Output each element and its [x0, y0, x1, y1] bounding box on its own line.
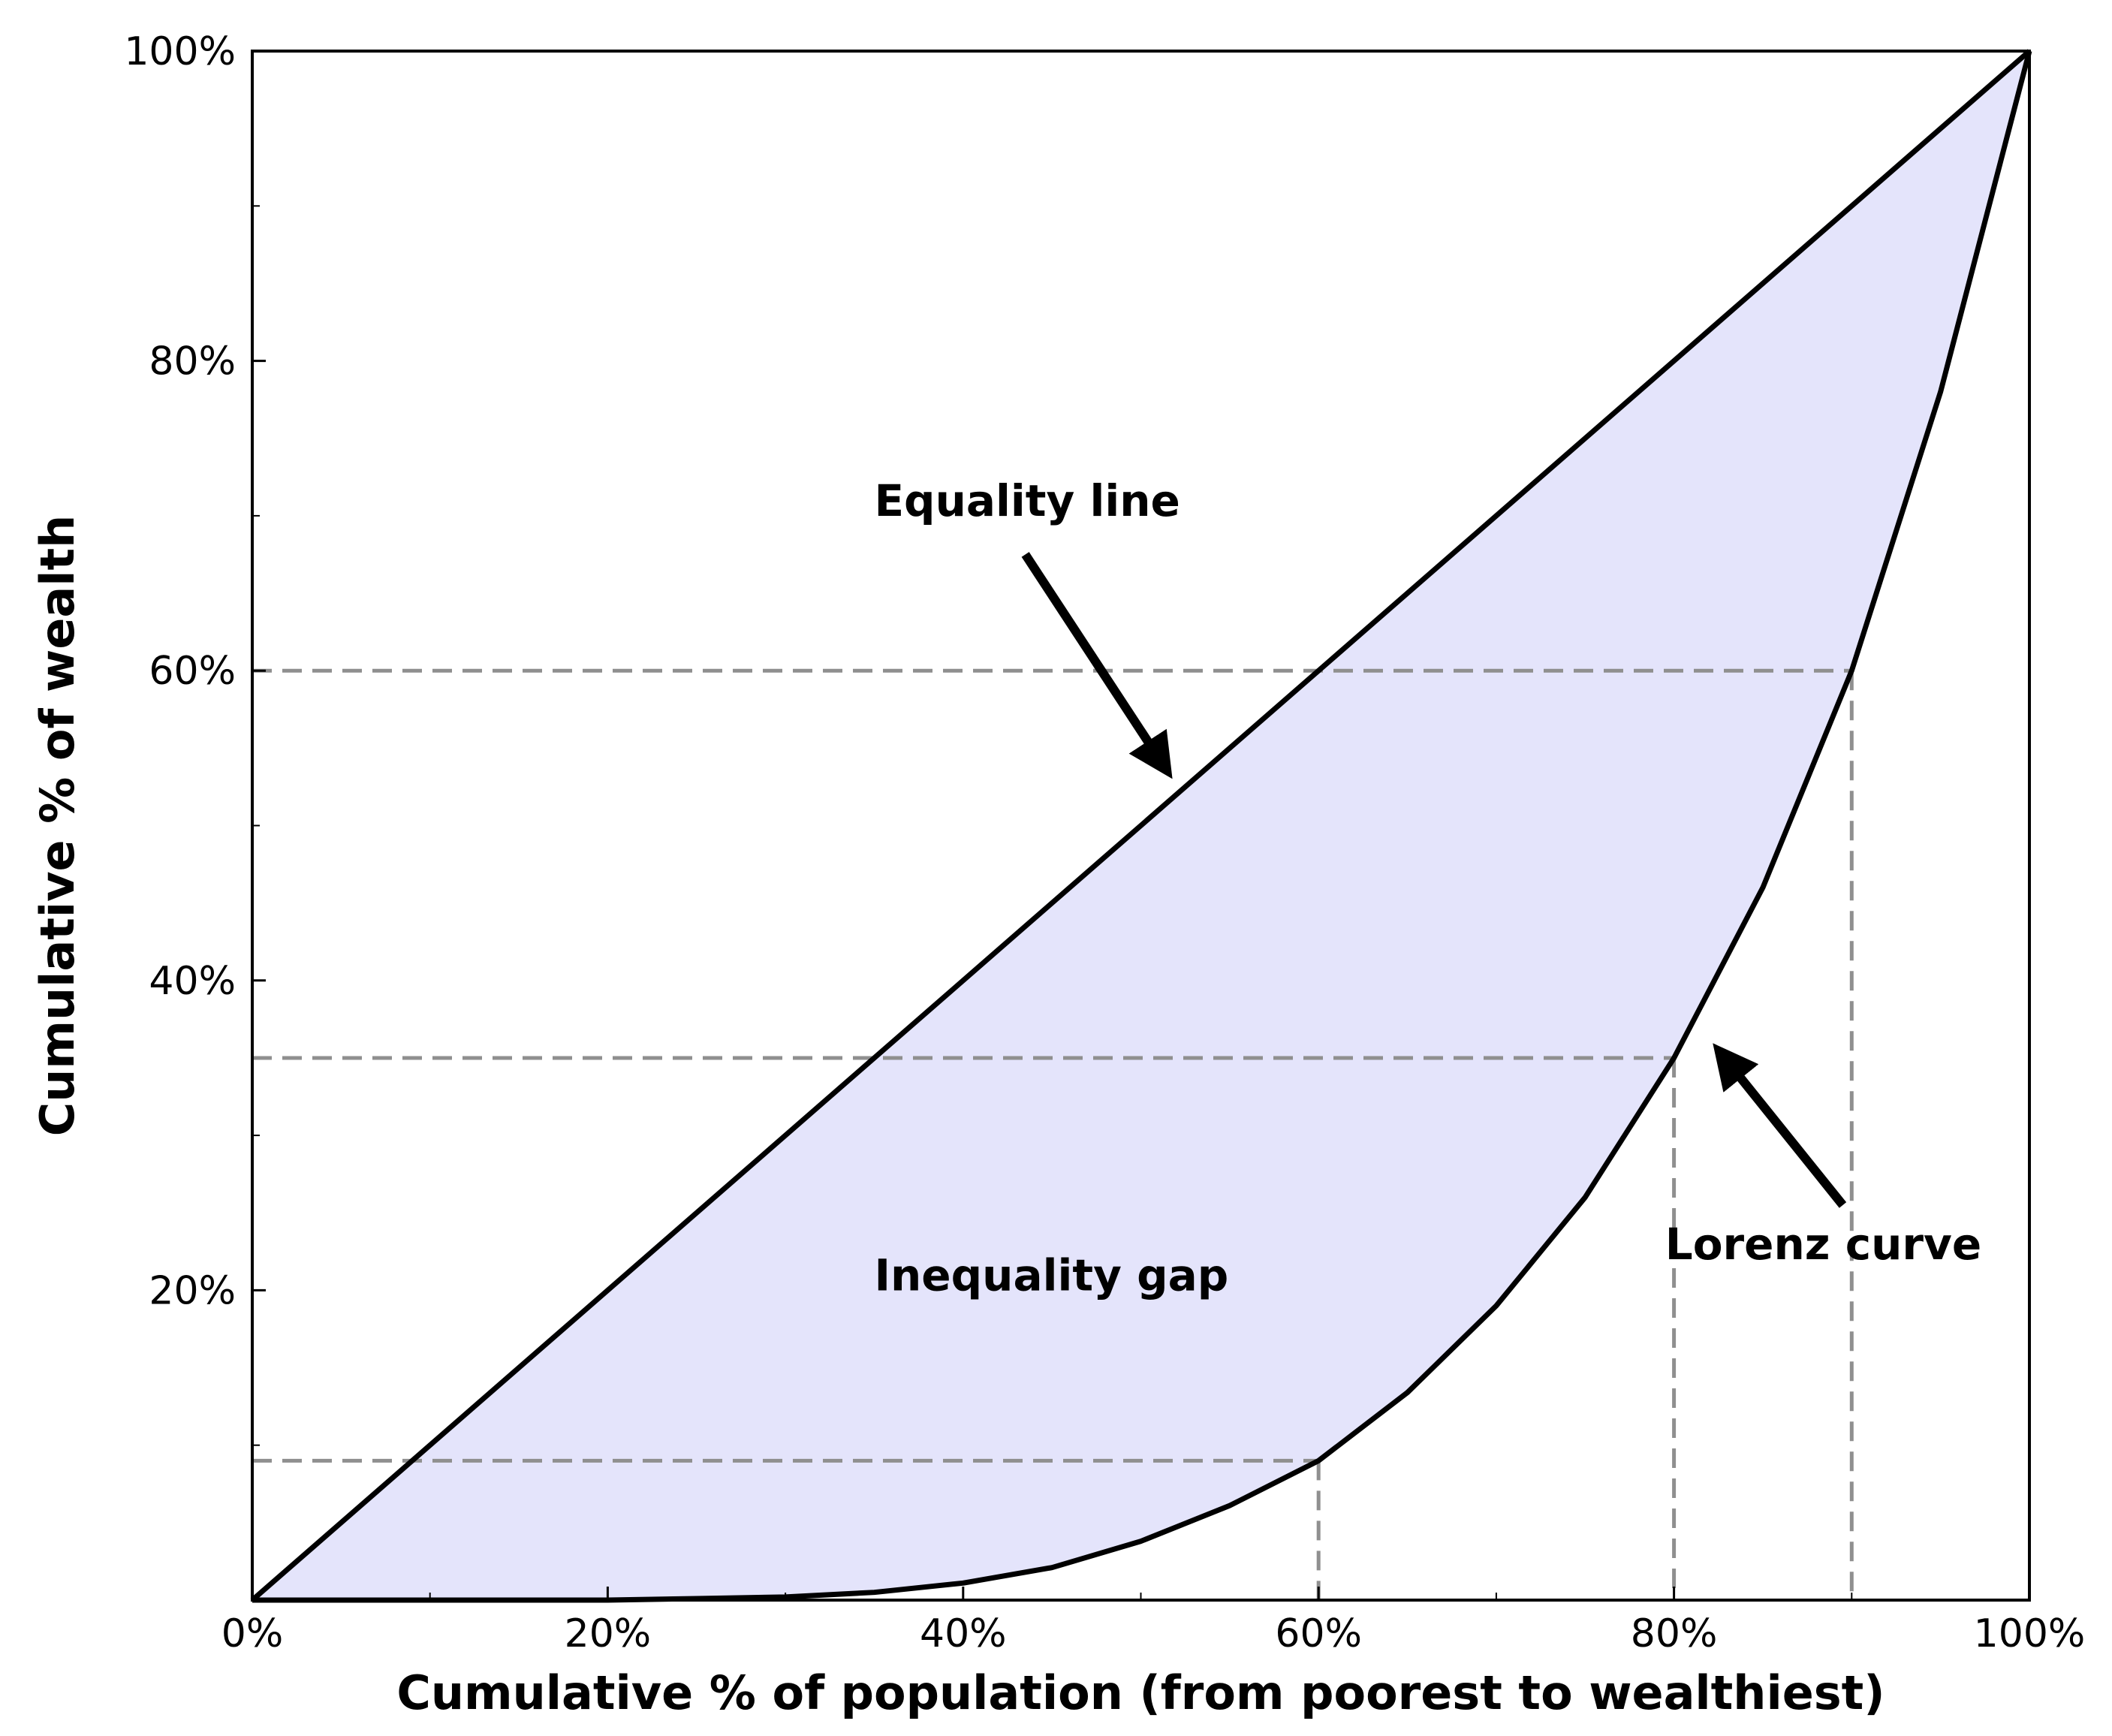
annotation-label: Inequality gap [874, 1249, 1228, 1300]
y-tick-label: 80% [149, 339, 236, 384]
annotation-arrow [1021, 552, 1173, 779]
reference-lines [252, 668, 1854, 1600]
x-tick-label: 80% [1631, 1611, 1718, 1656]
annotation-arrow [1713, 1043, 1847, 1208]
annotations: Equality line Lorenz curve Inequality gap [874, 475, 1981, 1301]
equality-line [250, 49, 2032, 1602]
x-tick-label: 100% [1974, 1611, 2086, 1656]
y-tick-label: 40% [149, 959, 236, 1004]
annotation-label: Lorenz curve [1665, 1219, 1981, 1270]
annotation-label: Equality line [874, 475, 1180, 526]
x-axis-title: Cumulative % of population (from poorest… [396, 1665, 1885, 1720]
y-tick-label: 20% [149, 1268, 236, 1313]
y-tick-label: 60% [149, 649, 236, 694]
y-axis-title: Cumulative % of wealth [30, 515, 85, 1136]
y-tick-label: 100% [124, 29, 236, 74]
x-tick-label: 0% [221, 1611, 284, 1656]
axis-ticks: 0% 20% 40% 60% 80% 100% 20% 40% 60% 80% 100% [124, 29, 2085, 1656]
x-tick-label: 20% [565, 1611, 652, 1656]
x-tick-label: 60% [1275, 1611, 1362, 1656]
x-tick-label: 40% [920, 1611, 1007, 1656]
